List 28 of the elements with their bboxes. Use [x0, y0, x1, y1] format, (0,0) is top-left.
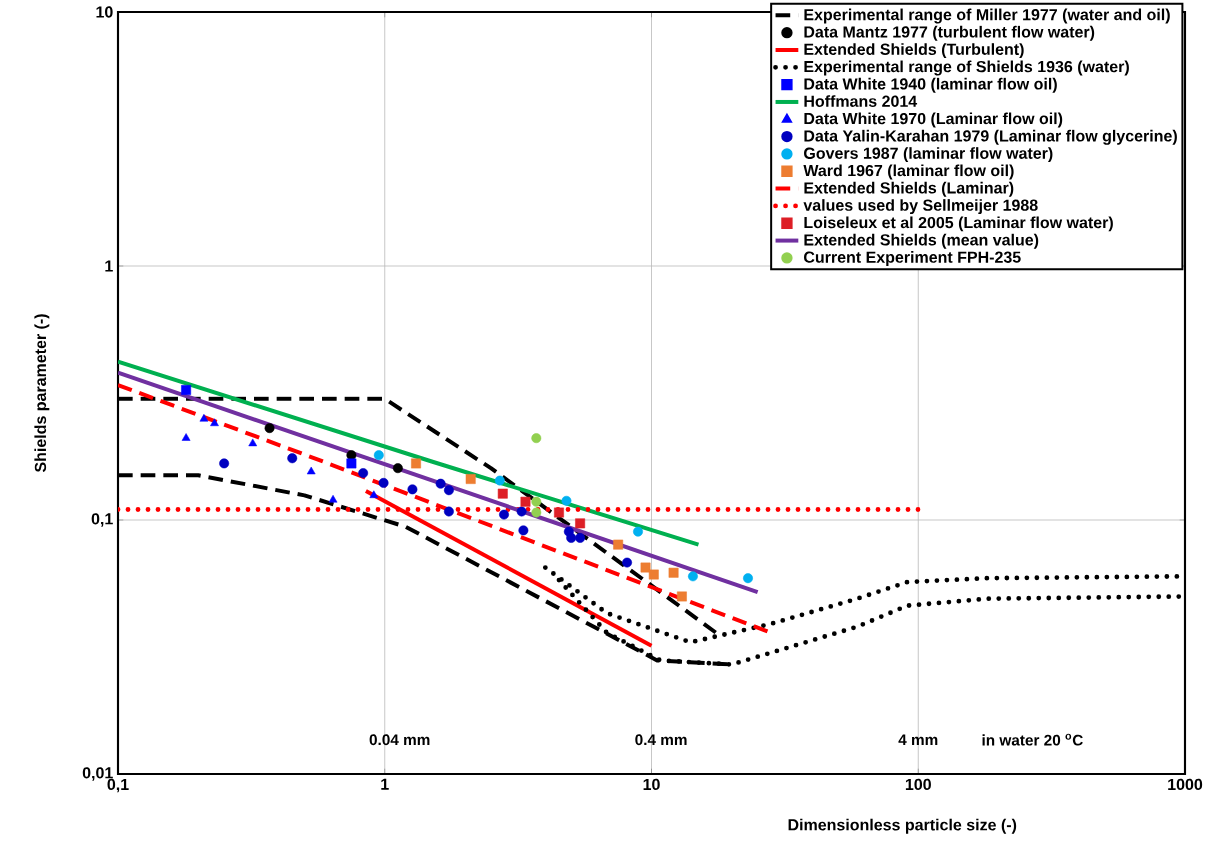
- legend-label: Experimental range of Miller 1977 (water and oil): [804, 8, 1170, 24]
- legend-label: Ward 1967 (laminar flow oil): [803, 164, 1014, 180]
- x-axis-title: Dimensionless particle size (-): [788, 818, 1017, 834]
- y-tick-label: 10: [96, 6, 113, 18]
- legend-label: Extended Shields (Laminar): [804, 181, 1014, 197]
- y-axis-title: Shields parameter (-): [34, 314, 50, 473]
- y-tick-label: 1: [105, 260, 113, 272]
- annotation: 4 mm: [898, 734, 938, 745]
- legend-label: Data White 1970 (Laminar flow oil): [804, 112, 1063, 128]
- legend-label: Hoffmans 2014: [804, 95, 918, 107]
- legend-label: Loiseleux et al 2005 (Laminar flow water): [804, 216, 1113, 232]
- x-tick-label: 100: [905, 778, 931, 791]
- annotation: 0.04 mm: [369, 734, 430, 746]
- annotation: in water 20 $^{o}$C: [982, 733, 1083, 746]
- legend-label: Extended Shields (Turbulent): [804, 43, 1024, 59]
- legend-label: Experimental range of Shields 1936 (water): [804, 60, 1129, 76]
- x-tick-label: 1000: [1168, 778, 1203, 791]
- y-tick-label: 0,1: [91, 513, 113, 527]
- x-tick-label: 10: [643, 778, 660, 791]
- legend-label: Current Experiment FPH-235: [804, 251, 1021, 267]
- legend-label: Data Yalin-Karahan 1979 (Laminar flow glycerine): [804, 129, 1177, 145]
- legend-label: Data Mantz 1977 (turbulent flow water): [804, 25, 1095, 41]
- legend-label: Extended Shields (mean value): [804, 233, 1039, 249]
- legend-label: Govers 1987 (laminar flow water): [804, 147, 1053, 163]
- legend-label: Data White 1940 (laminar flow oil): [804, 77, 1057, 93]
- legend-label: values used by Sellmeijer 1988: [803, 199, 1038, 215]
- annotation: 0.4 mm: [635, 734, 687, 746]
- x-tick-label: 1: [381, 778, 389, 790]
